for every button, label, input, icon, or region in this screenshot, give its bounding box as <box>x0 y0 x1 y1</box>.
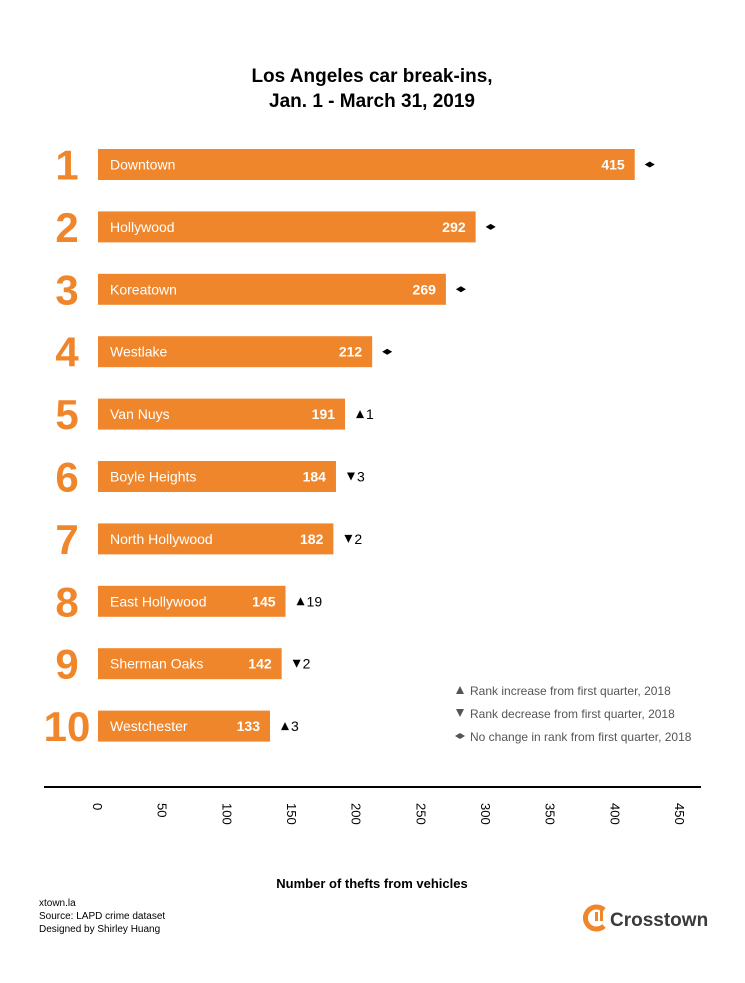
bar-row: 1 Downtown 415 <box>55 142 655 189</box>
x-tick-label: 200 <box>349 803 364 825</box>
bar-row: 4 Westlake 212 <box>55 329 393 376</box>
rank-number: 2 <box>55 204 78 251</box>
bar-category-label: Downtown <box>110 157 175 173</box>
rank-number: 9 <box>55 641 78 688</box>
x-axis-label: Number of thefts from vehicles <box>276 876 467 891</box>
chart-title-line-2: Jan. 1 - March 31, 2019 <box>269 91 475 112</box>
rank-change-amount: 2 <box>303 656 311 672</box>
rank-change-amount: 2 <box>354 531 362 547</box>
bar-row: 5 Van Nuys 191 1 <box>55 391 374 438</box>
rank-number: 10 <box>44 703 91 750</box>
bar-value-label: 212 <box>339 344 363 360</box>
legend: Rank increase from first quarter, 2018 Ra… <box>455 684 692 744</box>
bar-value-label: 191 <box>312 406 336 422</box>
bar-value-label: 415 <box>601 157 625 173</box>
x-tick-label: 250 <box>413 803 428 825</box>
rank-number: 5 <box>55 391 78 438</box>
rank-number: 4 <box>55 329 79 376</box>
bar-row: 8 East Hollywood 145 19 <box>55 578 322 625</box>
bar-category-label: Van Nuys <box>110 406 170 422</box>
legend-item: Rank increase from first quarter, 2018 <box>456 684 671 698</box>
bar-value-label: 269 <box>413 281 437 297</box>
legend-none-icon <box>455 733 465 739</box>
bar-category-label: Westlake <box>110 344 168 360</box>
bar <box>98 585 286 617</box>
x-tick-label: 50 <box>155 803 170 817</box>
credit-site: xtown.la <box>39 898 76 909</box>
bar-row: 3 Koreatown 269 <box>55 266 466 313</box>
rank-change-down-icon <box>344 534 353 543</box>
bar <box>98 336 373 368</box>
rank-change-amount: 19 <box>307 593 323 609</box>
credit-designer: Designed by Shirley Huang <box>39 924 160 935</box>
rank-change-none-icon <box>644 161 655 168</box>
brand-name: Crosstown <box>610 910 708 931</box>
bar <box>98 149 635 180</box>
bar <box>98 648 282 680</box>
x-tick-label: 100 <box>219 803 234 825</box>
rank-change-none-icon <box>455 286 466 293</box>
bar-category-label: East Hollywood <box>110 593 207 609</box>
bar-row: 7 North Hollywood 182 2 <box>55 516 362 563</box>
bar <box>98 710 271 742</box>
bar <box>98 523 334 555</box>
bar-category-label: Westchester <box>110 718 188 734</box>
crosstown-logo-icon <box>583 904 606 932</box>
bar-row: 6 Boyle Heights 184 3 <box>55 454 365 501</box>
legend-text: No change in rank from first quarter, 20… <box>470 730 692 744</box>
rank-change-none-icon <box>382 348 393 355</box>
x-tick-label: 400 <box>607 803 622 825</box>
bar-category-label: Boyle Heights <box>110 469 196 485</box>
legend-up-icon <box>456 686 464 694</box>
rank-change-up-icon <box>281 722 290 731</box>
credit-source: Source: LAPD crime dataset <box>39 911 165 922</box>
bar-row: 2 Hollywood 292 <box>55 204 496 251</box>
bar-value-label: 184 <box>303 469 327 485</box>
rank-number: 8 <box>55 578 78 625</box>
x-axis-ticks: 0 50 100 150 200 250 300 350 400 450 <box>90 803 687 825</box>
rank-change-up-icon <box>296 597 305 606</box>
x-tick-label: 450 <box>672 803 687 825</box>
bar-value-label: 133 <box>237 718 261 734</box>
bar-category-label: North Hollywood <box>110 531 213 547</box>
bar <box>98 273 446 305</box>
legend-text: Rank increase from first quarter, 2018 <box>470 684 671 698</box>
x-tick-label: 150 <box>284 803 299 825</box>
chart-title-line-1: Los Angeles car break-ins, <box>251 66 492 87</box>
legend-item: Rank decrease from first quarter, 2018 <box>456 707 675 721</box>
rank-change-amount: 1 <box>366 406 374 422</box>
rank-number: 6 <box>55 454 78 501</box>
bar-row: 10 Westchester 133 3 <box>44 703 299 750</box>
x-tick-label: 350 <box>543 803 558 825</box>
x-tick-label: 0 <box>90 803 105 810</box>
bar-value-label: 182 <box>300 531 324 547</box>
rank-change-none-icon <box>485 223 496 230</box>
x-tick-label: 300 <box>478 803 493 825</box>
rank-number: 7 <box>55 516 78 563</box>
rank-change-up-icon <box>356 410 365 419</box>
bar-row: 9 Sherman Oaks 142 2 <box>55 641 310 688</box>
bar <box>98 211 476 243</box>
bar-value-label: 145 <box>252 593 276 609</box>
rank-change-down-icon <box>346 472 355 481</box>
rank-number: 1 <box>55 142 78 189</box>
legend-text: Rank decrease from first quarter, 2018 <box>470 707 675 721</box>
legend-item: No change in rank from first quarter, 20… <box>455 730 692 744</box>
rank-change-amount: 3 <box>291 718 299 734</box>
bar-value-label: 142 <box>248 656 272 672</box>
bar-value-label: 292 <box>442 219 466 235</box>
bar-category-label: Sherman Oaks <box>110 656 203 672</box>
bar <box>98 398 346 430</box>
rank-change-amount: 3 <box>357 469 365 485</box>
bar-category-label: Hollywood <box>110 219 175 235</box>
rank-change-down-icon <box>292 659 301 668</box>
rank-number: 3 <box>55 266 78 313</box>
bar <box>98 461 336 492</box>
bar-category-label: Koreatown <box>110 281 177 297</box>
legend-down-icon <box>456 709 464 717</box>
